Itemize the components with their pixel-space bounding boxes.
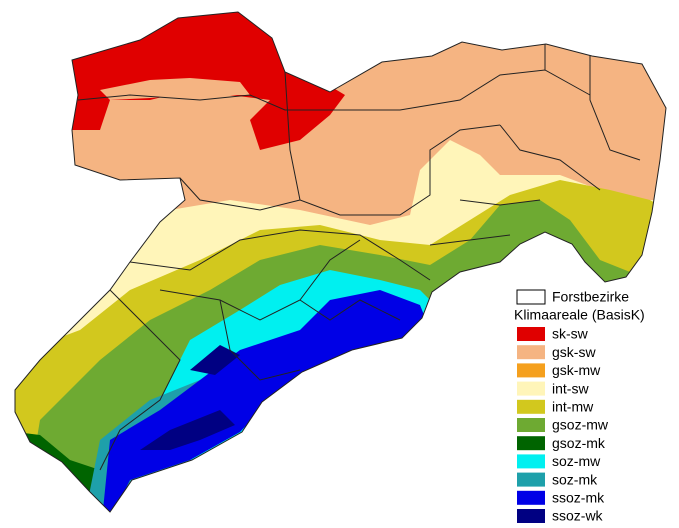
legend: Forstbezirke Klimaareale (BasisK) sk-sw g… xyxy=(514,289,645,524)
legend-swatch xyxy=(517,472,545,487)
legend-swatch xyxy=(517,399,545,414)
legend-label: gsk-sw xyxy=(552,344,596,360)
legend-label: gsk-mw xyxy=(552,362,601,378)
legend-label: gsoz-mw xyxy=(552,417,609,433)
boundary-swatch xyxy=(516,289,546,305)
legend-label: gsoz-mk xyxy=(552,435,606,451)
legend-label: int-mw xyxy=(552,399,594,415)
legend-swatch xyxy=(517,418,545,432)
legend-label: ssoz-mk xyxy=(552,490,605,506)
legend-swatch xyxy=(517,509,545,523)
district-borders xyxy=(14,11,667,513)
legend-swatch xyxy=(517,363,545,378)
legend-swatch xyxy=(517,345,545,360)
legend-label: sk-sw xyxy=(552,326,589,342)
boundary-label: Forstbezirke xyxy=(552,289,629,305)
legend-label: soz-mk xyxy=(552,471,598,487)
legend-swatch xyxy=(517,327,545,341)
legend-label: ssoz-wk xyxy=(552,508,604,524)
legend-title: Klimaareale (BasisK) xyxy=(514,307,645,323)
legend-label: soz-mw xyxy=(552,453,601,469)
legend-swatch xyxy=(517,490,545,505)
legend-swatch xyxy=(517,454,545,469)
legend-swatch xyxy=(517,436,545,451)
legend-label: int-sw xyxy=(552,380,589,396)
legend-swatch xyxy=(517,381,545,396)
